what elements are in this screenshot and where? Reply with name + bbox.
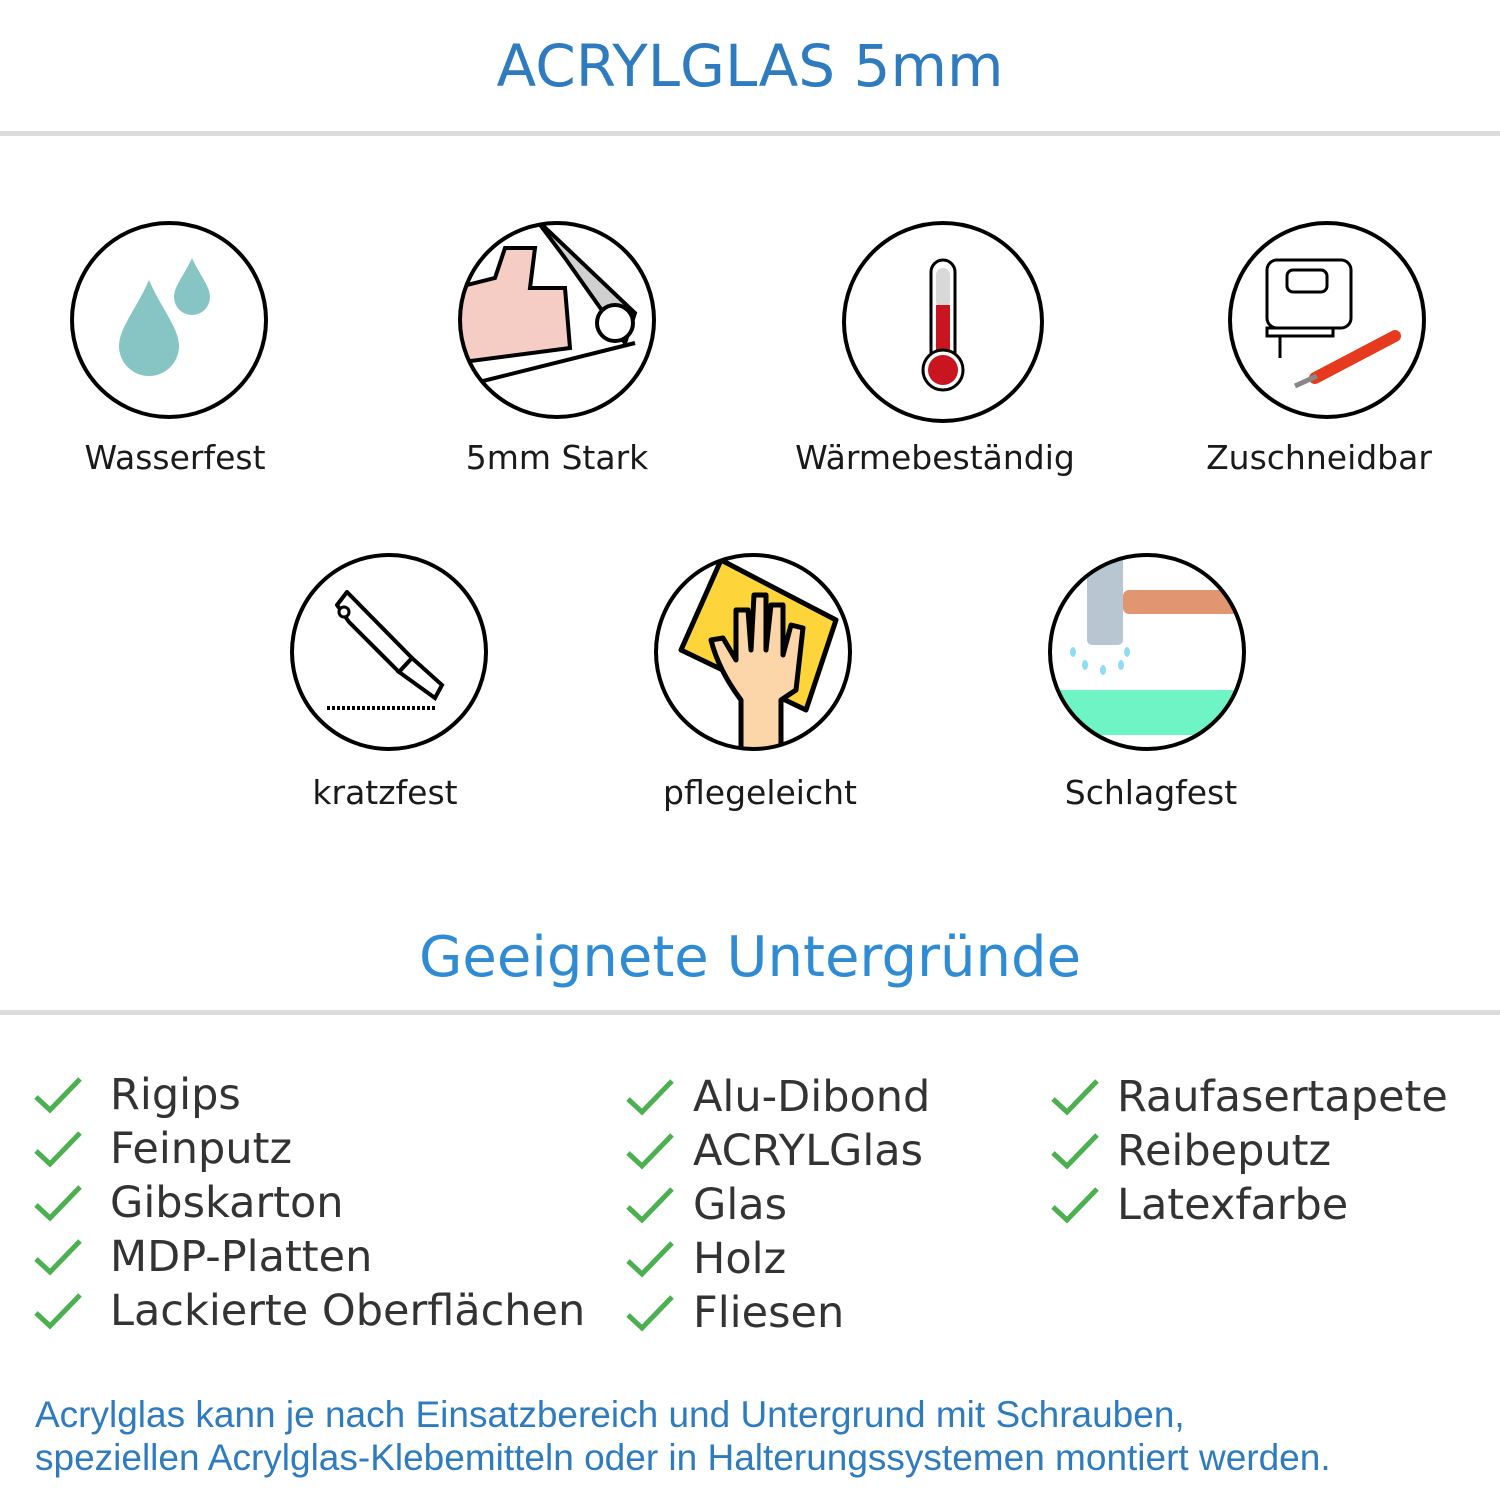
- box-cutter-icon: [290, 553, 488, 751]
- check-icon: [1051, 1187, 1099, 1224]
- surface-label: Lackierte Oberflächen: [110, 1286, 586, 1336]
- check-icon: [34, 1185, 82, 1222]
- surface-item: Latexfarbe: [1050, 1178, 1448, 1232]
- check-icon: [626, 1187, 674, 1224]
- page-title: ACRYLGLAS 5mm: [496, 32, 1004, 100]
- surfaces-column-2: Alu-Dibond ACRYLGlas Glas Holz Fliesen: [625, 1070, 930, 1340]
- surface-label: Fliesen: [693, 1288, 845, 1338]
- surface-item: Reibeputz: [1050, 1124, 1448, 1178]
- surface-label: Feinputz: [110, 1124, 293, 1174]
- surface-item: Alu-Dibond: [625, 1070, 930, 1124]
- surface-label: Latexfarbe: [1117, 1180, 1349, 1230]
- cleaning-cloth-hand-icon: [654, 553, 852, 751]
- surface-item: Holz: [625, 1232, 930, 1286]
- feature-label-waermebestaendig: Wärmebeständig: [795, 438, 1075, 477]
- surface-item: Lackierte Oberflächen: [33, 1284, 585, 1338]
- feature-label-schlagfest: Schlagfest: [1064, 773, 1238, 812]
- check-icon: [626, 1295, 674, 1332]
- feature-label-5mm-stark: 5mm Stark: [465, 438, 649, 477]
- surface-item: Raufasertapete: [1050, 1070, 1448, 1124]
- divider: [0, 1010, 1500, 1015]
- surface-label: Alu-Dibond: [693, 1072, 931, 1122]
- surface-item: MDP-Platten: [33, 1230, 585, 1284]
- divider: [0, 131, 1500, 136]
- surface-label: MDP-Platten: [110, 1232, 373, 1282]
- surface-item: Gibskarton: [33, 1176, 585, 1230]
- surfaces-title: Geeignete Untergründe: [418, 925, 1082, 990]
- check-icon: [34, 1131, 82, 1168]
- check-icon: [626, 1079, 674, 1116]
- surface-label: Holz: [693, 1234, 787, 1284]
- hammer-icon: [1048, 553, 1246, 751]
- check-icon: [34, 1077, 82, 1114]
- strong-arm-icon: [458, 221, 656, 419]
- jigsaw-cutter-icon: [1228, 221, 1426, 419]
- check-icon: [1051, 1133, 1099, 1170]
- surface-item: Feinputz: [33, 1122, 585, 1176]
- feature-label-pflegeleicht: pflegeleicht: [663, 773, 857, 812]
- check-icon: [34, 1239, 82, 1276]
- check-icon: [626, 1241, 674, 1278]
- check-icon: [34, 1293, 82, 1330]
- surface-item: Rigips: [33, 1068, 585, 1122]
- feature-label-wasserfest: Wasserfest: [84, 438, 266, 477]
- surface-label: Rigips: [110, 1070, 241, 1120]
- footer-line-2: speziellen Acrylglas-Klebemitteln oder i…: [35, 1437, 1331, 1478]
- surface-label: Gibskarton: [110, 1178, 344, 1228]
- surface-label: Reibeputz: [1117, 1126, 1332, 1176]
- feature-label-zuschneidbar: Zuschneidbar: [1206, 438, 1432, 477]
- check-icon: [1051, 1079, 1099, 1116]
- surface-label: ACRYLGlas: [693, 1126, 924, 1176]
- surfaces-column-3: Raufasertapete Reibeputz Latexfarbe: [1050, 1070, 1448, 1232]
- surface-label: Glas: [693, 1180, 788, 1230]
- feature-label-kratzfest: kratzfest: [312, 773, 458, 812]
- water-drops-icon: [70, 221, 268, 419]
- surface-item: ACRYLGlas: [625, 1124, 930, 1178]
- surface-item: Fliesen: [625, 1286, 930, 1340]
- surfaces-column-1: Rigips Feinputz Gibskarton MDP-Platten Lacki…: [33, 1068, 585, 1338]
- check-icon: [626, 1133, 674, 1170]
- thermometer-icon: [842, 221, 1044, 423]
- footer-line-1: Acrylglas kann je nach Einsatzbereich un…: [35, 1394, 1185, 1435]
- surface-label: Raufasertapete: [1117, 1072, 1448, 1122]
- surface-item: Glas: [625, 1178, 930, 1232]
